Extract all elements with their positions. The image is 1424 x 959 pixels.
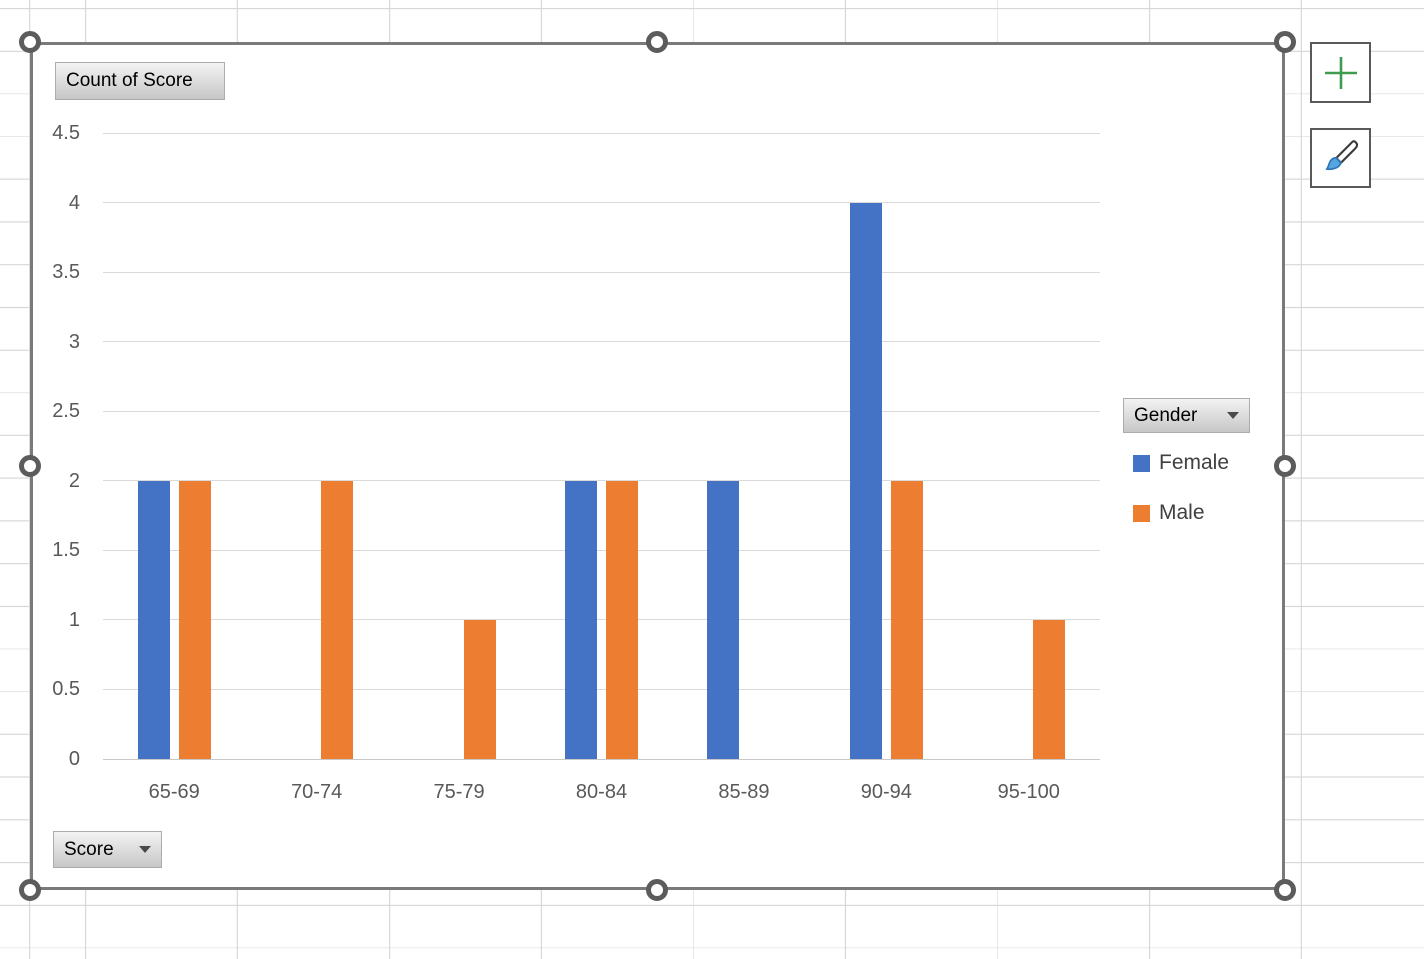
- y-tick-label: 2.5: [52, 400, 80, 423]
- y-gridline: [103, 341, 1100, 343]
- chevron-down-icon: [139, 846, 151, 853]
- y-tick-label: 0.5: [52, 678, 80, 701]
- selection-handle-top-center[interactable]: [646, 31, 668, 53]
- bar-65-69-male[interactable]: [178, 480, 211, 759]
- legend-item-male[interactable]: Male: [1133, 500, 1205, 526]
- selection-handle-top-right[interactable]: [1274, 31, 1296, 53]
- legend-swatch: [1133, 504, 1150, 522]
- value-field-button[interactable]: Count of Score: [55, 62, 225, 100]
- legend-swatch: [1133, 454, 1150, 472]
- axis-field-button[interactable]: Score: [53, 831, 162, 868]
- y-gridline: [103, 480, 1100, 482]
- bar-65-69-female[interactable]: [137, 480, 170, 759]
- paintbrush-icon: [1324, 140, 1358, 171]
- pivot-chart[interactable]: Count of Score 0 0.5 1 1.5 2 2.5 3 3.5 4 4.5 65-6…: [30, 42, 1285, 890]
- selection-handle-bottom-right[interactable]: [1274, 879, 1296, 901]
- legend-item-female[interactable]: Female: [1133, 450, 1229, 476]
- y-gridline: [103, 271, 1100, 273]
- legend-label: Male: [1159, 501, 1205, 524]
- x-category-label: 95-100: [997, 781, 1060, 803]
- chart-styles-button[interactable]: [1310, 128, 1371, 188]
- selection-handle-top-left[interactable]: [19, 31, 41, 53]
- y-tick-label: 2: [68, 469, 80, 492]
- y-tick-label: 3.5: [52, 261, 80, 284]
- chart-elements-button[interactable]: [1310, 42, 1371, 103]
- y-gridline: [103, 410, 1100, 412]
- x-axis-line: [103, 758, 1100, 760]
- selection-handle-bottom-left[interactable]: [19, 879, 41, 901]
- selection-handle-middle-left[interactable]: [19, 455, 41, 477]
- bar-80-84-female[interactable]: [565, 480, 597, 759]
- y-gridline: [103, 688, 1100, 690]
- y-gridline: [103, 132, 1100, 134]
- selection-handle-middle-right[interactable]: [1274, 455, 1296, 477]
- y-tick-label: 4: [68, 191, 80, 214]
- bar-90-94-female[interactable]: [849, 202, 882, 759]
- plot-area[interactable]: [103, 132, 1100, 760]
- x-category-label: 75-79: [433, 781, 485, 803]
- bar-80-84-male[interactable]: [606, 480, 638, 759]
- plus-icon: [1324, 56, 1357, 89]
- x-category-label: 65-69: [148, 781, 200, 803]
- value-field-label: Count of Score: [66, 70, 193, 91]
- x-axis: 65-69 70-74 75-79 80-84 85-89 90-94 95-100: [103, 759, 1100, 819]
- x-category-label: 80-84: [575, 781, 628, 803]
- legend-label: Female: [1159, 451, 1230, 474]
- y-tick-label: 4.5: [52, 122, 80, 144]
- x-category-label: 85-89: [718, 781, 770, 803]
- bar-70-74-male[interactable]: [321, 480, 354, 759]
- bar-75-79-male[interactable]: [463, 619, 496, 759]
- y-gridline: [103, 549, 1100, 551]
- bar-90-94-male[interactable]: [890, 480, 923, 759]
- bar-85-89-female[interactable]: [707, 480, 740, 759]
- bar-95-100-male[interactable]: [1033, 619, 1066, 759]
- x-category-label: 70-74: [291, 781, 343, 803]
- y-tick-label: 1.5: [52, 539, 80, 562]
- legend-field-button[interactable]: Gender: [1123, 398, 1250, 433]
- y-tick-label: 1: [68, 608, 80, 631]
- x-category-label: 90-94: [860, 781, 912, 803]
- y-tick-label: 3: [68, 330, 80, 353]
- y-tick-label: 0: [68, 748, 80, 770]
- chevron-down-icon: [1227, 412, 1239, 419]
- selection-handle-bottom-center[interactable]: [646, 879, 668, 901]
- y-gridline: [103, 202, 1100, 204]
- axis-field-label: Score: [64, 838, 114, 860]
- y-gridline: [103, 619, 1100, 621]
- y-axis: 0 0.5 1 1.5 2 2.5 3 3.5 4 4.5: [33, 122, 80, 770]
- legend-field-label: Gender: [1134, 404, 1198, 426]
- legend: Female Male: [1133, 450, 1293, 560]
